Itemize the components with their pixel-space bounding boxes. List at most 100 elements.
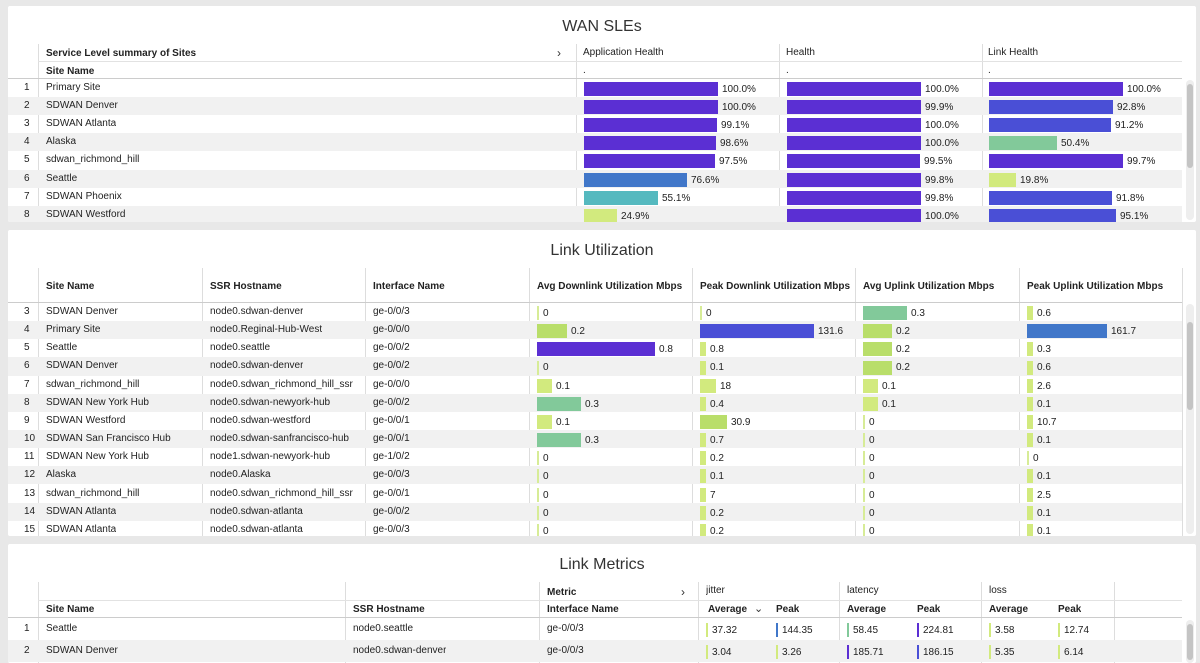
row-index: 3 xyxy=(24,306,30,317)
col-jitter-average[interactable]: Average xyxy=(708,604,748,615)
utilization-value: 2.6 xyxy=(1037,380,1051,392)
group-jitter: jitter xyxy=(706,585,725,596)
table-row[interactable]: 3 SDWAN Atlanta 99.1% 100.0% 91.2% xyxy=(8,115,1182,133)
utilization-bar xyxy=(700,360,706,375)
site-name[interactable]: SDWAN Denver xyxy=(46,100,118,112)
metric-value: 224.81 xyxy=(923,625,954,636)
col-site-name[interactable]: Site Name xyxy=(46,66,95,77)
interface-name: ge-0/0/3 xyxy=(547,623,584,634)
row-index: 2 xyxy=(24,645,30,656)
col-peak-uplink[interactable]: Peak Uplink Utilization Mbps xyxy=(1027,281,1164,292)
utilization-bar xyxy=(1027,469,1033,484)
col-peak-downlink[interactable]: Peak Downlink Utilization Mbps xyxy=(700,281,851,292)
table-row[interactable]: 6 Seattle 76.6% 99.8% 19.8% xyxy=(8,169,1182,188)
table-row[interactable]: 9 SDWAN Westford node0.sdwan-westford ge-0/… xyxy=(8,412,1182,430)
col-ssr-hostname[interactable]: SSR Hostname xyxy=(210,281,282,292)
table-row[interactable]: 11 SDWAN New York Hub node1.sdwan-newyork-… xyxy=(8,448,1182,466)
chevron-down-icon[interactable]: ⌄ xyxy=(754,603,764,615)
table-row[interactable]: 5 Seattle node0.seattle ge-0/0/2 0.8 0.8 0.2 0.… xyxy=(8,339,1182,357)
site-name[interactable]: sdwan_richmond_hill xyxy=(46,378,140,390)
site-name[interactable]: SDWAN Atlanta xyxy=(46,505,117,517)
utilization-bar xyxy=(537,378,552,393)
table-row[interactable]: 5 sdwan_richmond_hill 97.5% 99.5% 99.7% xyxy=(8,151,1182,169)
metrics-scrollbar[interactable] xyxy=(1186,620,1194,663)
site-name[interactable]: SDWAN Denver xyxy=(46,645,118,656)
table-row[interactable]: 4 Primary Site node0.Reginal-Hub-West ge-0/… xyxy=(8,321,1182,340)
site-name[interactable]: sdwan_richmond_hill xyxy=(46,154,140,166)
site-name[interactable]: SDWAN New York Hub xyxy=(46,451,149,463)
table-row[interactable]: 2 SDWAN Denver node0.sdwan-denver ge-0/0/3 3… xyxy=(8,640,1182,662)
col-link-health[interactable]: Link Health xyxy=(988,47,1039,58)
health-bar xyxy=(787,172,921,187)
site-name[interactable]: sdwan_richmond_hill xyxy=(46,487,140,499)
site-name[interactable]: Primary Site xyxy=(46,324,101,336)
metric-indicator xyxy=(706,645,708,659)
table-row[interactable]: 1 Primary Site 100.0% 100.0% 100.0% xyxy=(8,79,1182,97)
col-loss-average[interactable]: Average xyxy=(989,604,1029,615)
col-site-name[interactable]: Site Name xyxy=(46,281,95,292)
table-row[interactable]: 4 Alaska 98.6% 100.0% 50.4% xyxy=(8,133,1182,152)
col-jitter-peak[interactable]: Peak xyxy=(776,604,800,615)
table-row[interactable]: 13 sdwan_richmond_hill node0.sdwan_richmon… xyxy=(8,485,1182,503)
site-name[interactable]: Seattle xyxy=(46,342,78,354)
col-application-health[interactable]: Application Health xyxy=(583,47,664,58)
site-name[interactable]: SDWAN Denver xyxy=(46,306,118,317)
table-row[interactable]: 1 Seattle node0.seattle ge-0/0/3 37.32 144.35… xyxy=(8,618,1182,640)
chevron-right-icon[interactable]: › xyxy=(557,46,561,60)
site-name[interactable]: Alaska xyxy=(46,469,77,481)
site-name[interactable]: SDWAN Atlanta xyxy=(46,523,117,535)
site-name[interactable]: SDWAN Denver xyxy=(46,360,118,372)
metric-value: 144.35 xyxy=(782,625,813,636)
row-index: 14 xyxy=(24,505,36,517)
col-latency-peak[interactable]: Peak xyxy=(917,604,941,615)
col-latency-average[interactable]: Average xyxy=(847,604,887,615)
utilization-value: 10.7 xyxy=(1037,416,1057,428)
utilization-value: 18 xyxy=(720,380,732,392)
utilization-value: 0 xyxy=(543,308,549,319)
site-name[interactable]: SDWAN New York Hub xyxy=(46,396,149,408)
table-row[interactable]: 6 SDWAN Denver node0.sdwan-denver ge-0/0/2 0… xyxy=(8,357,1182,376)
col-health[interactable]: Health xyxy=(786,47,815,58)
site-name[interactable]: Alaska xyxy=(46,136,77,148)
utilization-bar xyxy=(700,324,814,339)
site-name[interactable]: SDWAN San Francisco Hub xyxy=(46,433,171,445)
table-row[interactable]: 14 SDWAN Atlanta node0.sdwan-atlanta ge-0/0… xyxy=(8,502,1182,521)
col-ssr-hostname[interactable]: SSR Hostname xyxy=(353,604,425,615)
utilization-bar xyxy=(1027,378,1033,393)
table-row[interactable]: 12 Alaska node0.Alaska ge-0/0/3 0 0.1 0 0.1 xyxy=(8,466,1182,485)
row-index: 8 xyxy=(24,208,30,220)
col-interface-name[interactable]: Interface Name xyxy=(373,281,445,292)
wan-scrollbar[interactable] xyxy=(1186,80,1194,220)
health-value: 99.9% xyxy=(925,102,954,114)
table-row[interactable]: 7 SDWAN Phoenix 55.1% 99.8% 91.8% xyxy=(8,188,1182,206)
health-value: 100.0% xyxy=(925,120,959,132)
col-avg-downlink[interactable]: Avg Downlink Utilization Mbps xyxy=(537,281,683,292)
site-name[interactable]: Primary Site xyxy=(46,82,101,93)
site-name[interactable]: Seattle xyxy=(46,623,78,634)
site-name[interactable]: Seattle xyxy=(46,172,78,184)
site-name[interactable]: SDWAN Westford xyxy=(46,414,126,426)
col-site-name[interactable]: Site Name xyxy=(46,604,95,615)
site-name[interactable]: SDWAN Atlanta xyxy=(46,118,117,130)
chevron-right-icon[interactable]: › xyxy=(681,585,685,599)
col-avg-uplink[interactable]: Avg Uplink Utilization Mbps xyxy=(863,281,995,292)
metric-value: 185.71 xyxy=(853,647,884,658)
utilization-bar xyxy=(1027,396,1033,411)
utilization-bar xyxy=(863,342,892,357)
utilization-bar xyxy=(700,469,706,484)
table-row[interactable]: 10 SDWAN San Francisco Hub node0.sdwan-san… xyxy=(8,430,1182,449)
site-name[interactable]: SDWAN Phoenix xyxy=(46,190,122,202)
table-row[interactable]: 8 SDWAN New York Hub node0.sdwan-newyork-h… xyxy=(8,393,1182,412)
utilization-bar xyxy=(863,415,865,430)
col-loss-peak[interactable]: Peak xyxy=(1058,604,1082,615)
table-row[interactable]: 2 SDWAN Denver 100.0% 99.9% 92.8% xyxy=(8,97,1182,116)
util-scrollbar[interactable] xyxy=(1186,304,1194,534)
health-value: 92.8% xyxy=(1117,102,1146,114)
utilization-value: 0 xyxy=(543,471,549,483)
col-interface-name[interactable]: Interface Name xyxy=(547,604,619,615)
table-row[interactable]: 15 SDWAN Atlanta node0.sdwan-atlanta ge-0/0… xyxy=(8,521,1182,536)
table-row[interactable]: 3 SDWAN Denver node0.sdwan-denver ge-0/0/3 0… xyxy=(8,303,1182,321)
table-row[interactable]: 7 sdwan_richmond_hill node0.sdwan_richmond… xyxy=(8,376,1182,394)
table-row[interactable]: 8 SDWAN Westford 24.9% 100.0% 95.1% xyxy=(8,205,1182,222)
site-name[interactable]: SDWAN Westford xyxy=(46,208,126,220)
